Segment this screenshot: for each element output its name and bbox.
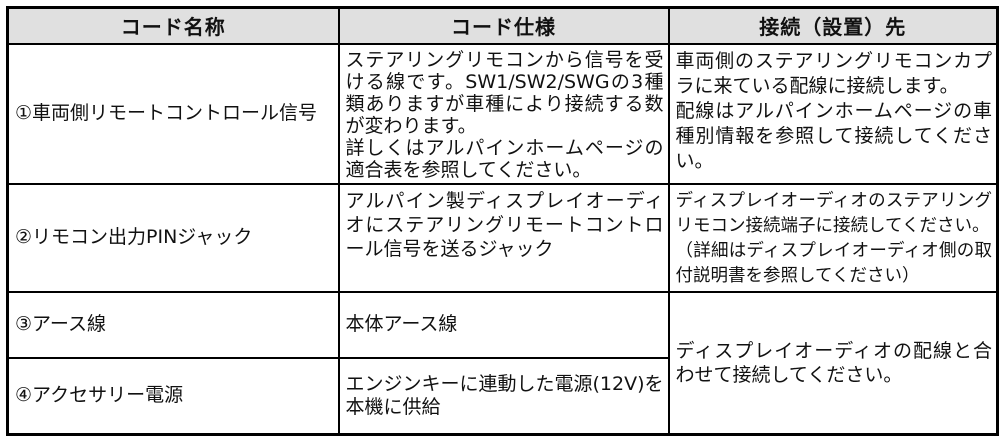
spec-paragraph: ステアリングリモコンから信号を受ける線です。SW1/SW2/SWGの3種類ありま… [345, 48, 664, 137]
header-code-spec: コード仕様 [337, 6, 670, 45]
destination-paragraph: （詳細はディスプレイオーディオ側の取付説明書を参照してください） [675, 240, 993, 286]
spec-paragraph: アルパイン製ディスプレイオーディオにステアリングリモートコントロール信号を送るジ… [345, 189, 664, 260]
table-row: ②リモコン出力PINジャック アルパイン製ディスプレイオーディオにステアリングリ… [6, 182, 999, 293]
cell-destination: ディスプレイオーディオのステアリングリモコン接続端子に接続してください。 （詳細… [667, 182, 999, 293]
destination-paragraph: ディスプレイオーディオのステアリングリモコン接続端子に接続してください。 [675, 190, 993, 236]
cell-code-name: ①車両側リモートコントロール信号 [6, 42, 340, 185]
code-connection-table: コード名称 コード仕様 接続（設置）先 ①車両側リモートコントロール信号 ステア… [6, 6, 999, 436]
table-row: ④アクセサリー電源 エンジンキーに連動した電源(12V)を本機に供給 [6, 356, 998, 436]
cell-code-name: ③アース線 [6, 290, 340, 359]
cell-code-spec: アルパイン製ディスプレイオーディオにステアリングリモートコントロール信号を送るジ… [337, 182, 670, 293]
spec-paragraph: 詳しくはアルパインホームページの適合表を参照してください。 [345, 136, 664, 181]
cell-code-spec: 本体アース線 [337, 290, 670, 359]
destination-paragraph: 配線はアルパインホームページの車種別情報を参照して接続してください。 [675, 99, 993, 172]
cell-code-spec: エンジンキーに連動した電源(12V)を本機に供給 [337, 356, 670, 436]
destination-paragraph: 車両側のステアリングリモコンカプラに来ている配線に接続します。 [675, 49, 993, 97]
table-row: ③アース線 本体アース線 ディスプレイオーディオの配線と合わせて接続してください… [6, 290, 999, 436]
cell-code-name: ②リモコン出力PINジャック [6, 182, 340, 293]
header-row: コード名称 コード仕様 接続（設置）先 [6, 6, 999, 45]
cell-code-name: ④アクセサリー電源 [6, 356, 340, 436]
cell-code-spec: ステアリングリモコンから信号を受ける線です。SW1/SW2/SWGの3種類ありま… [337, 42, 670, 185]
table-row: ①車両側リモートコントロール信号 ステアリングリモコンから信号を受ける線です。S… [6, 42, 999, 185]
header-destination: 接続（設置）先 [667, 6, 999, 45]
header-code-name: コード名称 [6, 6, 340, 45]
destination-paragraph: ディスプレイオーディオの配線と合わせて接続してください。 [675, 339, 993, 386]
cell-destination: 車両側のステアリングリモコンカプラに来ている配線に接続します。 配線はアルパイン… [667, 42, 999, 185]
cell-destination-merged: ディスプレイオーディオの配線と合わせて接続してください。 [667, 290, 999, 436]
